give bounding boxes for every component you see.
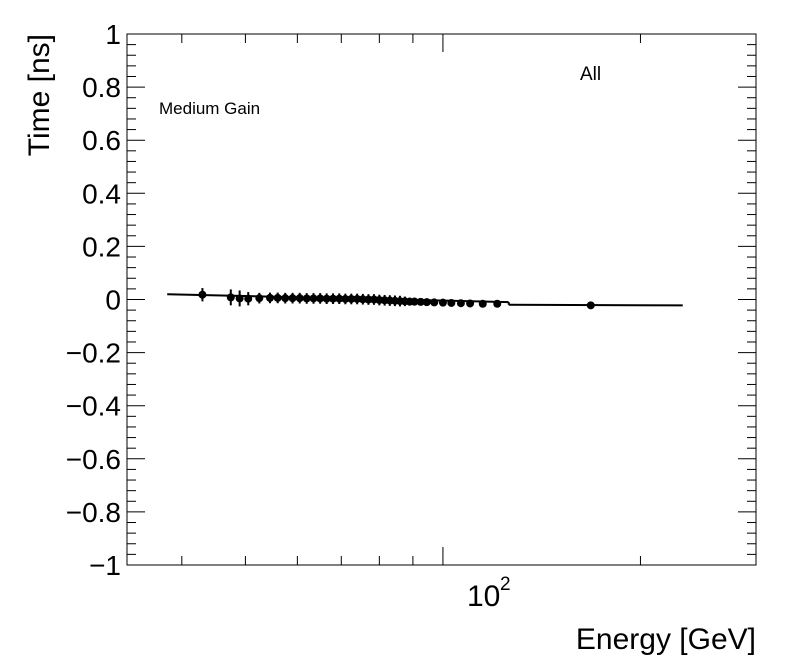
x-axis-label: Energy [GeV] <box>576 623 756 656</box>
y-tick-label: 0.8 <box>82 72 121 103</box>
data-point <box>341 294 350 303</box>
x-tick-label-exponent: 2 <box>500 574 511 595</box>
axis-ticks <box>127 33 757 566</box>
data-point <box>288 294 297 303</box>
y-tick-label: −0.8 <box>66 497 121 528</box>
y-tick-label: 0.2 <box>82 231 121 262</box>
y-tick-label: 0.6 <box>82 125 121 156</box>
data-point <box>347 294 356 303</box>
data-point <box>430 298 439 307</box>
y-tick-label: −0.4 <box>66 391 121 422</box>
y-tick-label: 1 <box>105 19 121 50</box>
data-point <box>316 294 325 303</box>
data-points <box>198 288 595 310</box>
data-point <box>255 294 264 303</box>
data-point <box>235 294 244 303</box>
data-point <box>302 294 311 303</box>
x-tick-label-base: 10 <box>467 580 500 613</box>
data-point <box>456 299 465 308</box>
data-point <box>416 297 425 306</box>
data-point <box>422 298 431 307</box>
data-point <box>447 298 456 307</box>
y-tick-label: −0.2 <box>66 338 121 369</box>
data-point <box>295 294 304 303</box>
y-axis-label: Time [ns] <box>23 34 56 156</box>
data-point <box>438 298 447 307</box>
y-tick-labels: 1 0.8 0.6 0.4 0.2 0 −0.2 −0.4 −0.6 −0.8 −1 <box>66 19 121 581</box>
data-point <box>244 294 253 303</box>
data-point <box>478 299 487 308</box>
y-tick-label: 0 <box>105 285 121 316</box>
data-point <box>466 299 475 308</box>
data-point <box>226 293 235 302</box>
y-tick-label: −0.6 <box>66 444 121 475</box>
data-point <box>329 294 338 303</box>
y-tick-label: −1 <box>89 550 121 581</box>
data-point <box>198 290 207 299</box>
data-point <box>281 294 290 303</box>
data-point <box>586 301 595 310</box>
data-point <box>353 294 362 303</box>
data-point <box>358 295 367 304</box>
fit-line <box>508 303 683 307</box>
y-tick-label: 0.4 <box>82 178 121 209</box>
data-point <box>335 294 344 303</box>
annotation-gain: Medium Gain <box>159 99 260 118</box>
data-point <box>265 293 274 302</box>
data-point <box>493 299 502 308</box>
annotation-region: All <box>580 64 601 85</box>
data-point <box>410 297 419 306</box>
data-point <box>322 294 331 303</box>
data-point <box>273 293 282 302</box>
data-point <box>309 294 318 303</box>
data-point <box>364 295 373 304</box>
